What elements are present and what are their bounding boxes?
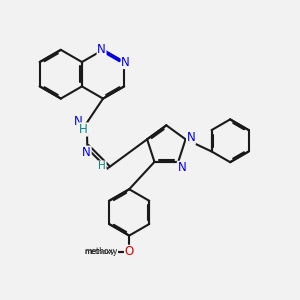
Text: H: H — [79, 123, 88, 136]
Text: N: N — [177, 161, 186, 174]
Text: methoxy: methoxy — [84, 248, 118, 256]
Text: methoxy: methoxy — [85, 249, 115, 255]
Text: O: O — [124, 245, 134, 259]
Text: O: O — [124, 245, 134, 259]
Text: H: H — [98, 161, 106, 171]
Text: N: N — [74, 115, 83, 128]
Text: N: N — [187, 131, 195, 144]
Text: N: N — [97, 43, 106, 56]
Text: N: N — [121, 56, 130, 68]
Text: N: N — [82, 146, 91, 159]
